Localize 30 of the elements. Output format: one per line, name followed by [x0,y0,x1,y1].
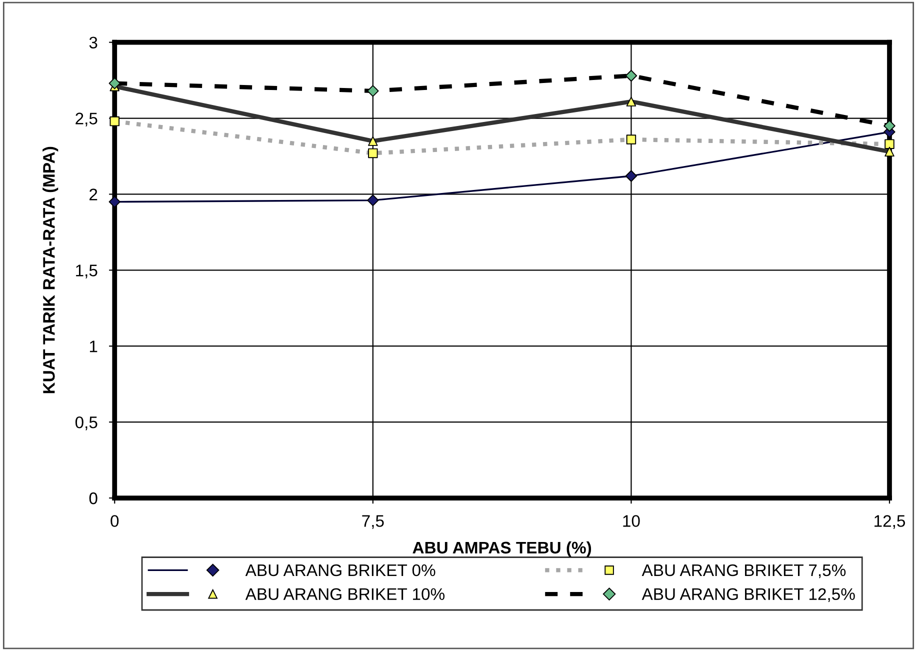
x-tick-label: 12,5 [874,515,906,529]
point [108,196,120,208]
y-tick-label: 2,5 [76,112,98,126]
x-tick-label: 10 [623,515,640,527]
point [368,148,378,158]
y-axis-title: KUAT TARIK RATA-RATA (MPA) [42,146,58,394]
x-tick-label: 7,5 [362,515,384,529]
legend-label: ABU ARANG BRIKET 10% [245,588,445,600]
point [626,96,636,106]
legend-label: ABU ARANG BRIKET 7,5% [642,564,846,578]
point [884,120,896,132]
y-tick-label: 1 [90,340,98,352]
point [367,85,379,97]
y-tick-label: 0,5 [75,416,98,430]
x-axis-title: ABU AMPAS TEBU (%) [412,541,592,557]
point [108,77,120,90]
legend-label: ABU ARANG BRIKET 12,5% [642,588,855,602]
point [367,194,379,206]
y-tick-label: 3 [89,36,98,49]
point [625,170,638,182]
point [626,134,636,144]
y-tick-label: 2 [90,188,98,200]
point [884,139,894,149]
y-tick-label: 1,5 [76,264,98,278]
legend-label: ABU ARANG BRIKET 0% [245,564,436,576]
point [368,136,378,146]
x-tick-label: 0 [110,515,119,527]
point [884,146,894,157]
y-tick-label: 0 [89,492,98,504]
point [625,70,638,82]
